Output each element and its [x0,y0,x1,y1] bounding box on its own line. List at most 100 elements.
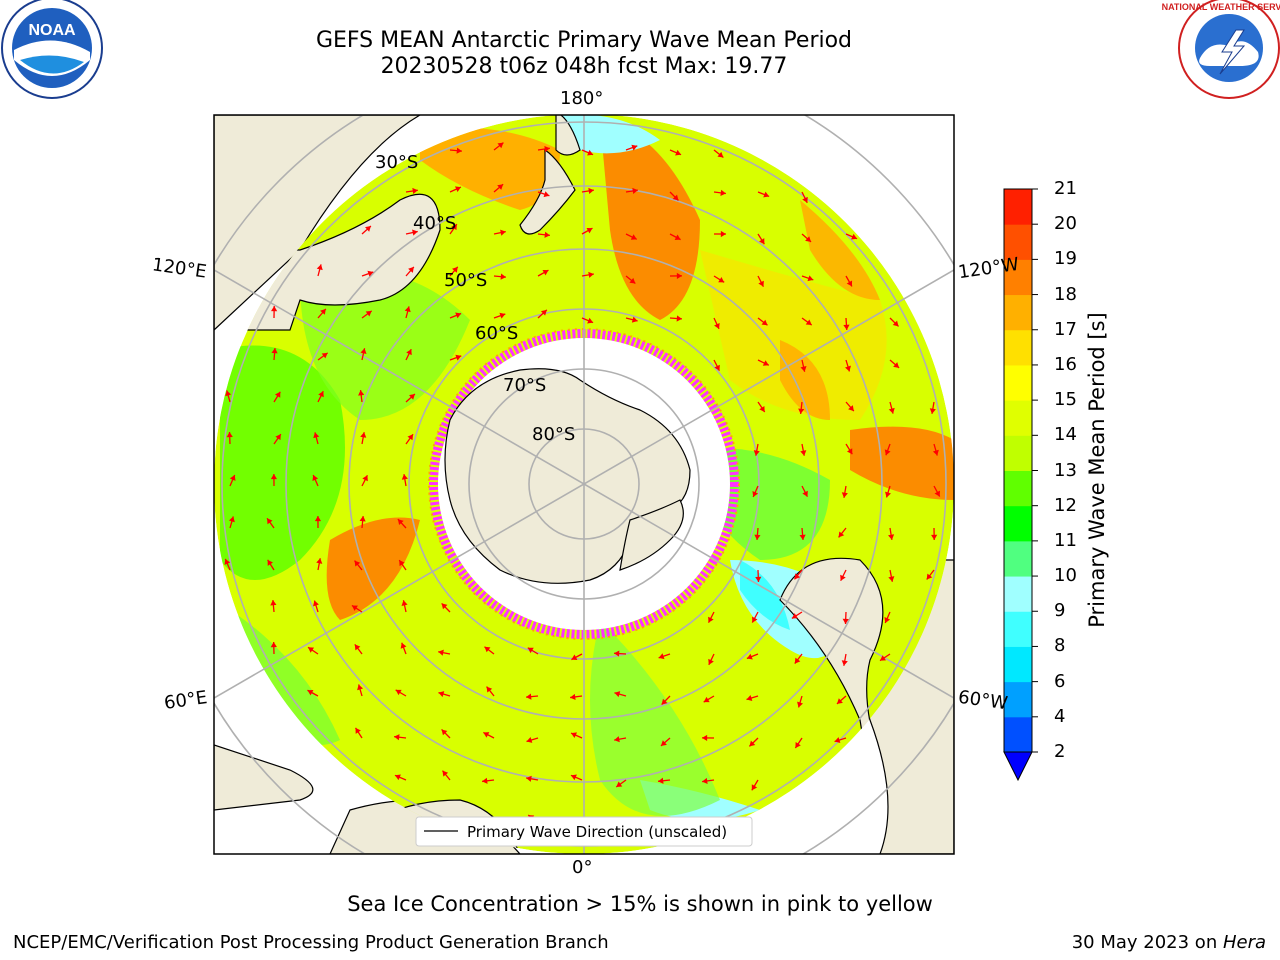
wave-arrow-head [540,309,547,316]
wave-arrow-head [500,229,506,236]
wave-arrow-head [408,266,414,273]
wave-arrow-head [360,348,367,354]
wave-arrow-head [805,319,812,326]
parallel-label-60s: 60°S [475,323,519,344]
parallel-label-40s: 40°S [413,213,457,234]
wave-arrow-head [658,777,664,784]
wave-arrow-head [761,319,768,326]
colorbar-tick-label: 18 [1054,283,1077,305]
wave-arrow-head [791,613,798,619]
wave-arrow-head [401,474,408,480]
wave-arrow-head [749,740,756,747]
wave-arrow-head [228,516,235,523]
wave-arrow-head [843,324,850,330]
wave-arrow-head [702,734,708,742]
colorbar-tick-label: 10 [1054,565,1077,587]
wave-arrow-head [672,194,679,201]
colorbar-tick-label: 6 [1054,670,1066,692]
meridian-label-0: 0° [572,857,593,878]
wave-arrow-head [451,224,457,231]
wave-arrow-head [318,391,324,398]
wave-arrow-head [884,449,891,456]
wave-arrow-head [888,407,895,414]
wave-arrow-head [365,225,371,232]
wave-arrow-head [675,149,682,156]
wave-arrow-head [755,576,762,582]
wave-arrow-head [838,531,845,538]
wave-arrow-head [614,691,621,698]
wave-arrow-head [802,490,808,497]
wave-arrow-head [267,518,273,525]
wave-arrow-head [807,275,814,282]
wave-arrow-head [312,474,319,481]
wave-arrow-head [401,600,408,606]
wave-arrow-head [842,618,849,624]
wave-arrow-head [762,360,769,366]
wave-arrow-head [412,229,418,236]
footer-date-text: 30 May 2023 on [1071,932,1223,953]
wave-arrow-head [888,534,895,540]
wave-arrow-head [455,312,462,319]
wave-arrow-head [714,322,720,329]
map-frame-content: Primary Wave Direction (unscaled) [214,115,954,854]
wave-arrow-head [484,646,491,653]
wave-arrow-head [400,642,407,649]
wave-arrow-head [661,698,668,705]
wave-arrow-head [751,784,758,791]
wave-arrow-head [543,191,550,198]
map-legend: Primary Wave Direction (unscaled) [415,816,753,847]
wave-arrow-head [406,349,412,356]
colorbar-segment [1004,189,1032,225]
wave-arrow-head [708,616,714,623]
land-madagascar [214,744,314,811]
colorbar-tick-label: 21 [1054,178,1077,199]
wave-arrow-head [270,600,277,606]
wave-arrow-head [797,701,803,708]
wave-arrow-head [848,405,854,412]
nws-logo-icon: NATIONAL WEATHER SERVICE [1162,0,1280,99]
wave-arrow-head [885,491,891,498]
parallel-label-80s: 80°S [532,424,576,445]
colorbar-segment [1004,435,1032,471]
wave-arrow-head [321,352,328,359]
wave-arrow-head [542,269,549,276]
wave-arrow-head [851,233,858,240]
colorbar-tick-label: 15 [1054,389,1077,411]
wave-arrow-head [929,408,936,414]
colorbar-tick-label: 19 [1054,248,1077,270]
wave-arrow-head [526,775,532,782]
colorbar-segment [1004,646,1032,683]
wave-arrow-head [570,693,576,700]
wave-arrow-head [931,534,938,540]
wave-arrow-head [394,734,400,741]
wave-arrow-head [746,653,753,660]
sea-ice-note: Sea Ice Concentration > 15% is shown in … [347,892,933,916]
wave-arrow-head [483,732,490,738]
wave-arrow-head [454,186,461,193]
wave-arrow-head [412,187,418,195]
wave-arrow-head [795,742,801,749]
wave-arrow-head [570,774,577,781]
wave-arrow-head [270,474,278,480]
wave-arrow-head [224,558,231,565]
colorbar-tick-label: 14 [1054,424,1077,446]
wave-arrow-head [314,516,322,522]
colorbar-segment [1004,294,1032,331]
wave-arrow-head [586,227,593,234]
wave-arrow-head [308,647,315,653]
colorbar-tick-label: 12 [1054,494,1077,516]
wave-arrow-head [362,475,368,482]
wave-arrow-head [307,689,314,696]
land-new-zealand [519,148,576,235]
noaa-logo-icon: NOAA [1,0,103,99]
wave-arrow-head [836,698,843,704]
wave-arrow-head [438,649,444,656]
wave-arrow-head [616,781,623,787]
wave-arrow-head [526,737,533,743]
wave-arrow-head [395,689,402,696]
wave-arrow-head [407,434,414,441]
wave-arrow-head [759,238,765,245]
wave-arrow-head [456,147,462,154]
wave-arrow-head [365,310,372,317]
wave-arrow-head [486,686,493,693]
